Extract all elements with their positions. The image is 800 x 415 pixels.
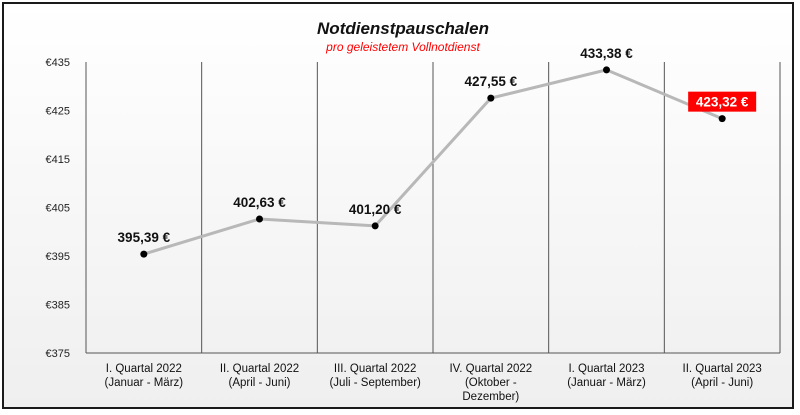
data-point [140,250,148,258]
data-point [603,66,610,74]
y-axis: €375 €385 €395 €405 €415 €425 €435 [46,57,70,360]
series [140,66,726,258]
series-line [143,68,723,256]
chart-subtitle: pro geleistetem Vollnotdienst [325,40,480,54]
highlight-label-box [688,91,757,112]
x-tick-label: IV. Quartal 2022 (Oktober -Dezember) [449,363,532,403]
x-tick-label: II. Quartal 2023 (April - Juni) [683,363,762,389]
x-tick-label: I. Quartal 2023 (Januar - März) [567,363,646,389]
data-point [256,215,263,223]
data-label: 433,38 € [580,46,633,61]
y-tick-label: €425 [46,106,70,118]
data-label: 402,63 € [233,195,286,210]
x-tick-label: III. Quartal 2022 (Juli - September) [329,363,421,389]
chart-frame [2,2,794,409]
x-tick-label: II. Quartal 2022 (April - Juni) [220,363,299,389]
grid-lines [85,62,781,354]
data-point [371,222,379,230]
y-tick-label: €375 [46,348,70,360]
y-tick-label: €395 [46,251,70,263]
y-tick-label: €405 [46,203,70,215]
x-axis: I. Quartal 2022 (Januar - März) II. Quarta… [105,363,762,403]
data-label: 401,20 € [349,202,402,217]
x-tick-label: I. Quartal 2022 (Januar - März) [105,363,184,389]
y-tick-label: €385 [46,300,70,312]
data-point [718,115,726,123]
data-label: 423,32 € [696,95,749,110]
y-tick-label: €415 [46,154,70,166]
data-label: 395,39 € [118,230,171,245]
data-label: 427,55 € [465,74,518,89]
y-tick-label: €435 [46,57,70,69]
data-labels: 395,39 € 402,63 € 401,20 € 427,55 € 433,38 €… [118,46,757,245]
data-point [487,94,495,102]
chart-title: Notdienstpauschalen [317,19,489,38]
